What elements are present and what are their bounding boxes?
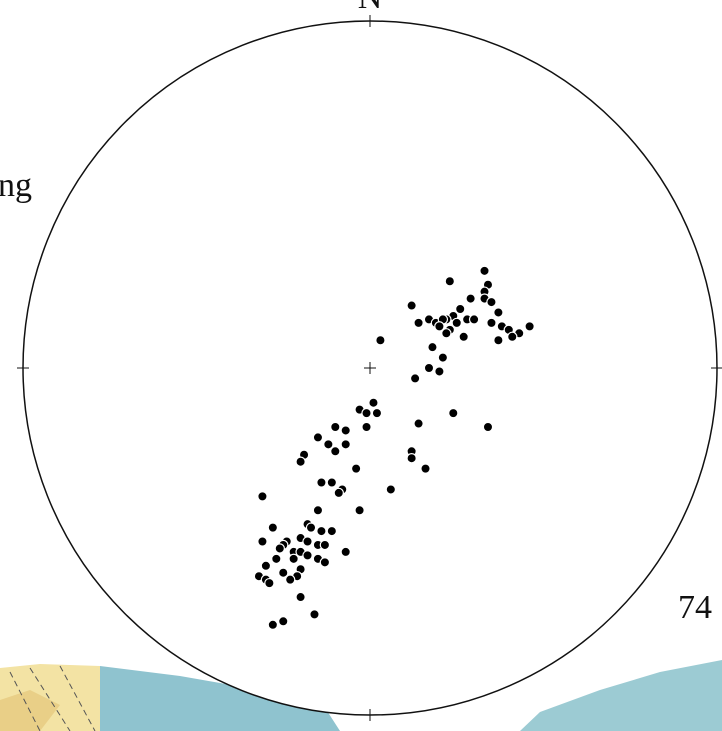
point <box>434 366 445 377</box>
point <box>330 421 341 433</box>
point <box>264 577 275 589</box>
point <box>340 425 351 436</box>
point <box>413 418 424 429</box>
point <box>312 432 324 443</box>
point <box>493 307 504 318</box>
point <box>309 609 320 620</box>
point <box>427 341 438 353</box>
point <box>507 331 518 342</box>
point <box>406 300 417 311</box>
point <box>278 567 289 578</box>
point <box>455 303 466 315</box>
point <box>305 522 317 533</box>
point <box>278 616 289 627</box>
point <box>385 484 397 495</box>
point <box>326 525 338 537</box>
map-teal <box>100 666 340 731</box>
point <box>458 331 469 342</box>
net-ticks <box>17 15 722 721</box>
map-background <box>0 660 722 731</box>
point <box>482 421 494 433</box>
point <box>274 543 285 554</box>
point <box>354 505 365 516</box>
point <box>375 335 386 346</box>
point <box>302 550 313 561</box>
point <box>350 463 362 474</box>
point <box>413 317 424 329</box>
point <box>465 293 476 304</box>
point <box>468 314 480 325</box>
point <box>316 525 327 537</box>
point <box>434 321 445 332</box>
point <box>423 362 435 374</box>
map-lines <box>9 665 96 731</box>
point <box>479 265 490 277</box>
point <box>257 491 268 502</box>
point <box>371 407 383 419</box>
point <box>451 317 462 329</box>
point <box>493 335 504 346</box>
point <box>312 505 324 516</box>
point <box>486 296 497 308</box>
point <box>288 553 299 565</box>
point <box>409 373 421 384</box>
annotation: ng <box>0 167 32 204</box>
point <box>257 536 268 547</box>
point <box>295 591 306 603</box>
point <box>340 546 351 558</box>
point <box>284 574 296 585</box>
annotation: 74 <box>678 589 712 626</box>
point <box>316 477 327 488</box>
point <box>319 539 331 551</box>
point <box>260 560 272 571</box>
point <box>319 557 331 568</box>
north-label: N <box>358 0 383 16</box>
point <box>295 456 306 467</box>
point <box>524 321 535 332</box>
point <box>326 477 338 488</box>
point <box>340 439 351 450</box>
point <box>420 463 431 474</box>
point <box>448 407 459 419</box>
points <box>253 265 535 630</box>
point <box>302 536 313 547</box>
point <box>323 439 334 450</box>
point <box>361 421 372 433</box>
point <box>444 276 456 287</box>
point <box>486 317 497 329</box>
point <box>267 522 279 533</box>
point <box>368 397 379 408</box>
point <box>437 352 449 363</box>
point <box>333 487 344 499</box>
point <box>441 328 452 339</box>
point <box>406 453 417 464</box>
point <box>271 553 282 565</box>
point <box>361 407 372 419</box>
map-teal-right <box>520 660 722 731</box>
point <box>330 446 341 457</box>
point <box>267 619 279 630</box>
